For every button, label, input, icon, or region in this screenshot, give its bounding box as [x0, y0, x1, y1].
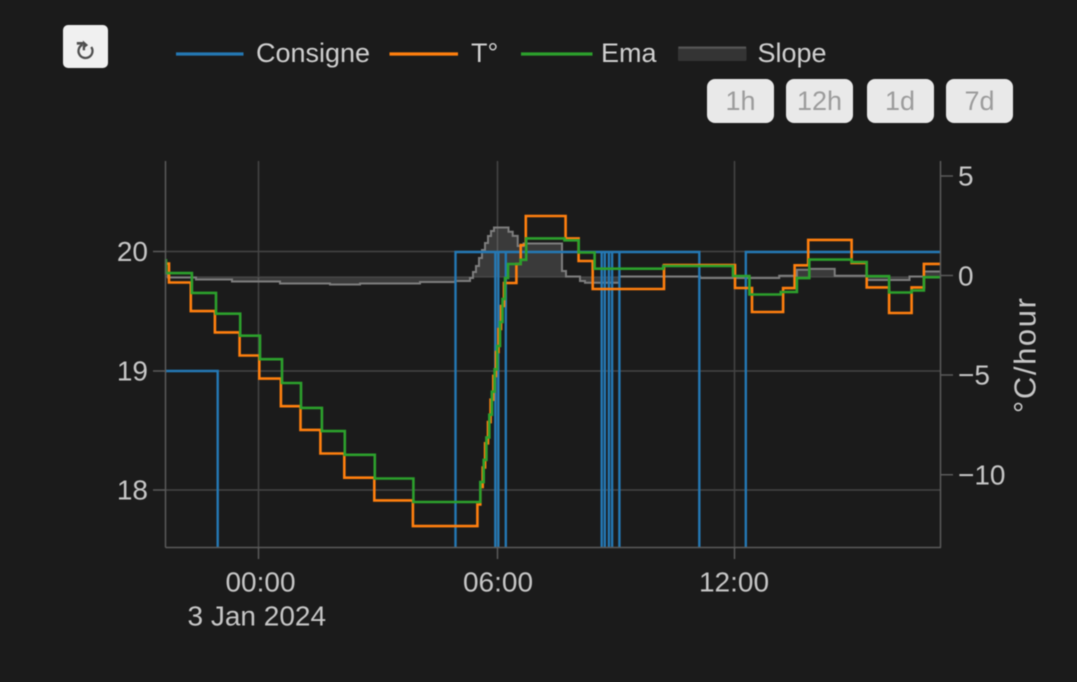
- svg-text:−10: −10: [958, 459, 1006, 490]
- svg-text:3 Jan 2024: 3 Jan 2024: [188, 601, 327, 632]
- svg-text:°C/hour: °C/hour: [1008, 296, 1043, 413]
- svg-text:5: 5: [958, 161, 974, 192]
- svg-text:0: 0: [958, 261, 974, 292]
- svg-text:19: 19: [117, 356, 148, 387]
- svg-text:Slope: Slope: [758, 38, 827, 68]
- svg-text:Consigne: Consigne: [256, 38, 370, 68]
- svg-text:20: 20: [117, 236, 148, 267]
- svg-text:T°: T°: [471, 38, 498, 68]
- svg-text:18: 18: [117, 475, 148, 506]
- svg-text:06:00: 06:00: [463, 567, 533, 598]
- svg-text:12:00: 12:00: [699, 567, 769, 598]
- svg-text:00:00: 00:00: [225, 567, 295, 598]
- svg-text:Ema: Ema: [601, 38, 658, 68]
- svg-text:−5: −5: [958, 360, 990, 391]
